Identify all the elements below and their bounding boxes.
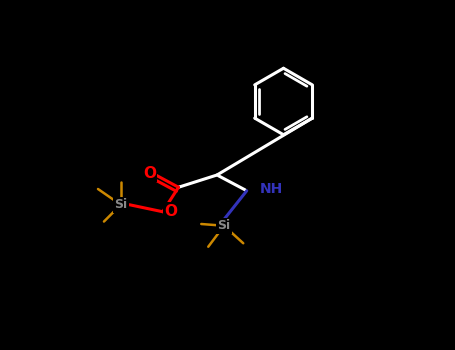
Text: O: O <box>165 204 177 218</box>
Text: NH: NH <box>260 182 283 196</box>
Text: Si: Si <box>217 219 231 232</box>
Text: O: O <box>143 166 156 181</box>
Text: Si: Si <box>114 198 127 211</box>
